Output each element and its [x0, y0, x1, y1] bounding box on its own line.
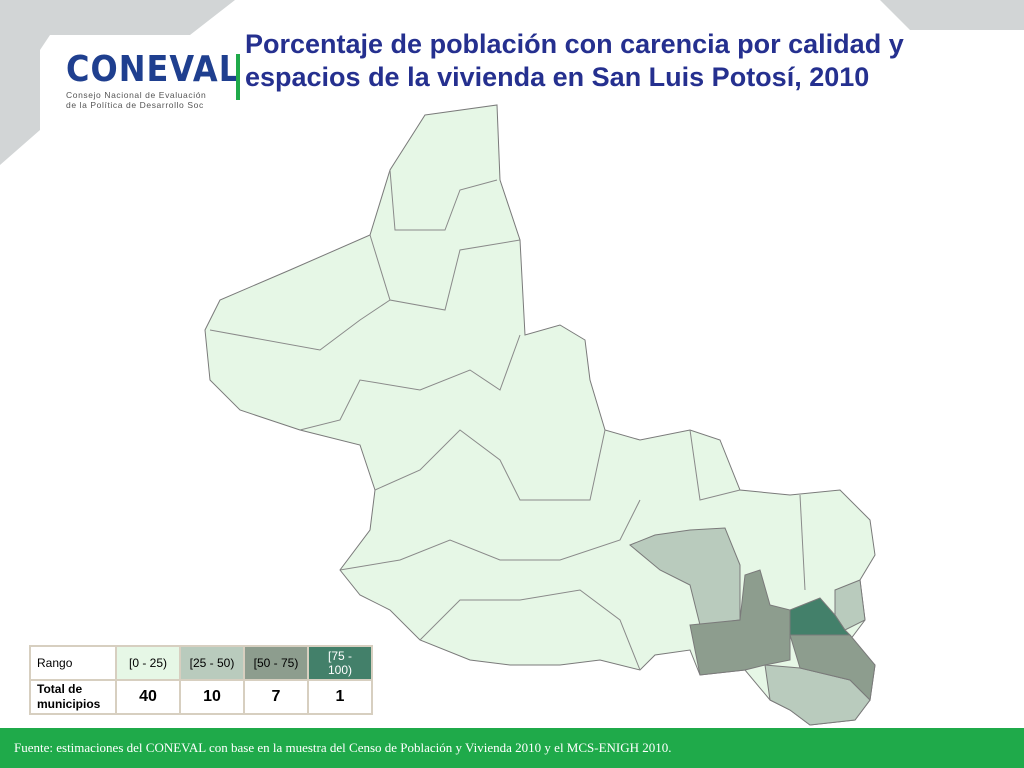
municipality-75-100	[789, 597, 852, 636]
legend-range-1: [25 - 50)	[179, 645, 245, 681]
legend-range-3: [75 - 100)	[307, 645, 373, 681]
logo-subtitle-2: de la Política de Desarrollo Soc	[66, 100, 204, 110]
logo-wordmark: CONEVAL	[66, 48, 241, 90]
logo-subtitle-1: Consejo Nacional de Evaluación	[66, 90, 207, 100]
legend-range-0: [0 - 25)	[115, 645, 181, 681]
legend-count-1: 10	[179, 679, 245, 715]
legend-count-2: 7	[243, 679, 309, 715]
municipality-25-50	[834, 579, 866, 631]
legend-table: Rango [0 - 25) [25 - 50) [50 - 75) [75 -…	[29, 645, 373, 715]
source-note: Fuente: estimaciones del CONEVAL con bas…	[14, 740, 672, 755]
footer-bar: Fuente: estimaciones del CONEVAL con bas…	[0, 728, 1024, 768]
page-title: Porcentaje de población con carencia por…	[245, 29, 904, 92]
legend-count-0: 40	[115, 679, 181, 715]
legend-range-2: [50 - 75)	[243, 645, 309, 681]
coneval-logo: CONEVAL Consejo Nacional de Evaluación d…	[66, 48, 241, 110]
municipality-25-50	[629, 527, 741, 626]
legend-header-label: Rango	[29, 645, 117, 681]
legend-row-label: Total de municipios	[29, 679, 117, 715]
legend-count-3: 1	[307, 679, 373, 715]
title-accent-bar	[236, 54, 240, 100]
